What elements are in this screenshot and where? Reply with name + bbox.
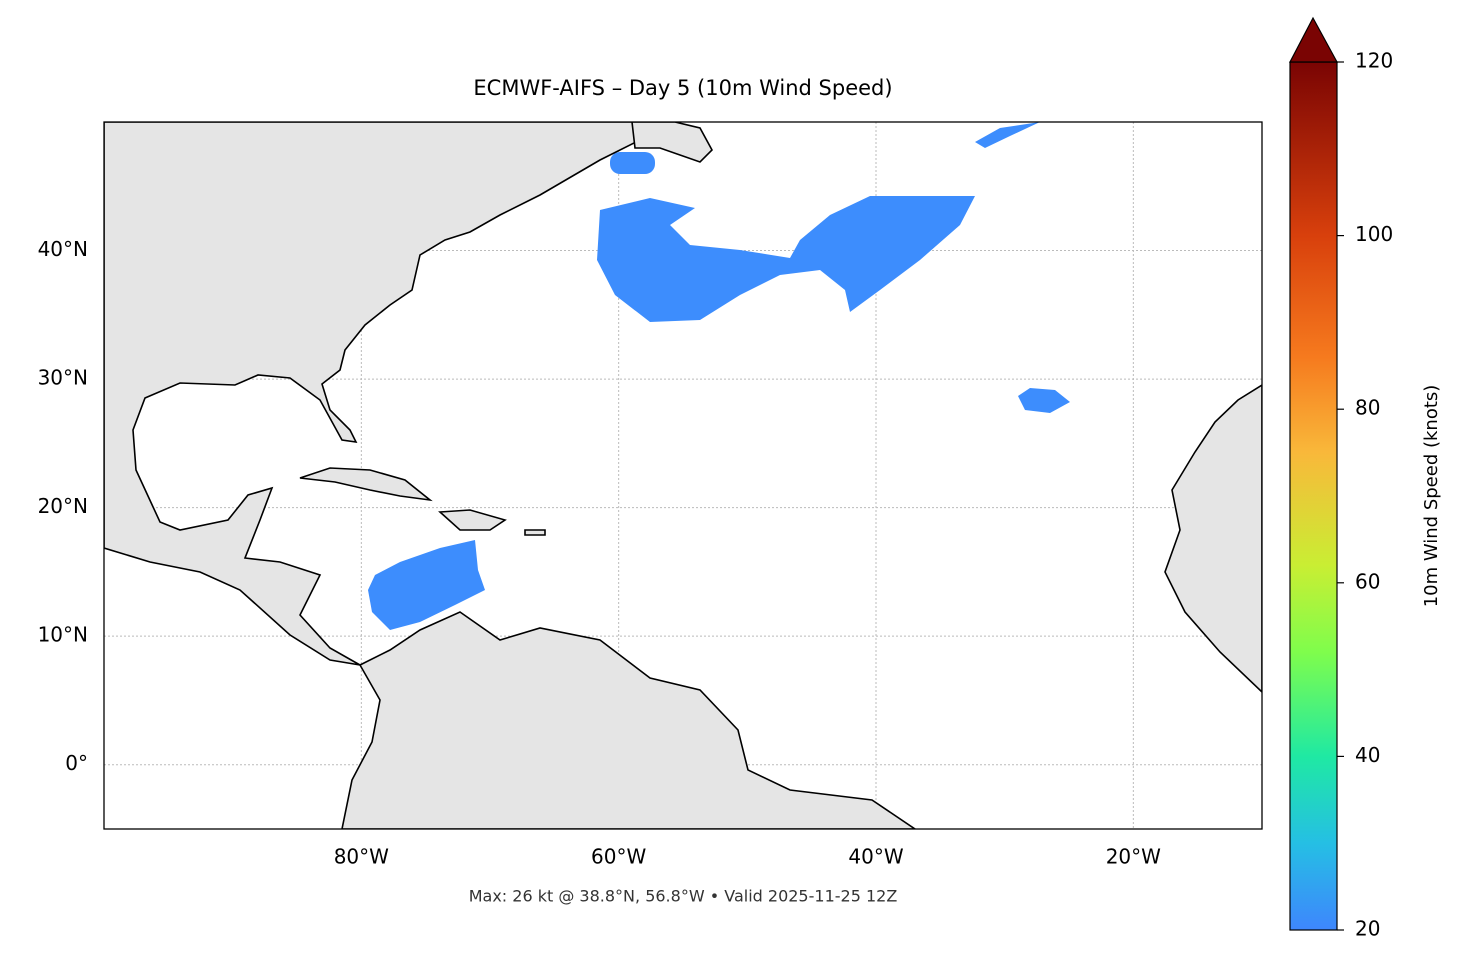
x-tick-label: 20°W [1106,845,1161,869]
y-tick-label: 20°N [38,494,88,518]
colorbar-tick-label: 100 [1355,222,1393,246]
y-tick-label: 40°N [38,237,88,261]
wind-area [368,540,485,630]
map-frame [103,121,1263,830]
x-tick-label: 40°W [848,845,903,869]
colorbar-tick-label: 60 [1355,569,1380,593]
colorbar-extend [1289,16,1339,63]
colorbar-label: 10m Wind Speed (knots) [1421,385,1442,608]
land [341,611,917,829]
wind-area [1018,388,1070,413]
colorbar-tick-label: 80 [1355,396,1380,420]
y-tick-label: 10°N [38,623,88,647]
land [524,529,546,536]
y-tick-label: 30°N [38,366,88,390]
land [104,122,662,666]
wind-area [975,122,1040,148]
land [438,509,507,531]
x-tick-label: 60°W [591,845,646,869]
caption: Max: 26 kt @ 38.8°N, 56.8°W • Valid 2025… [469,887,898,906]
colorbar [1289,61,1338,931]
colorbar-tick-label: 120 [1355,49,1393,73]
wind-area [597,196,975,322]
colorbar-tick-label: 40 [1355,743,1380,767]
land [1164,384,1262,694]
x-tick-label: 80°W [334,845,389,869]
colorbar-tick-label: 20 [1355,917,1380,941]
wind-area [610,152,655,174]
y-tick-label: 0° [65,751,88,775]
land [631,122,713,163]
chart-title: ECMWF-AIFS – Day 5 (10m Wind Speed) [473,76,892,100]
map [104,122,1262,829]
land [299,467,433,502]
